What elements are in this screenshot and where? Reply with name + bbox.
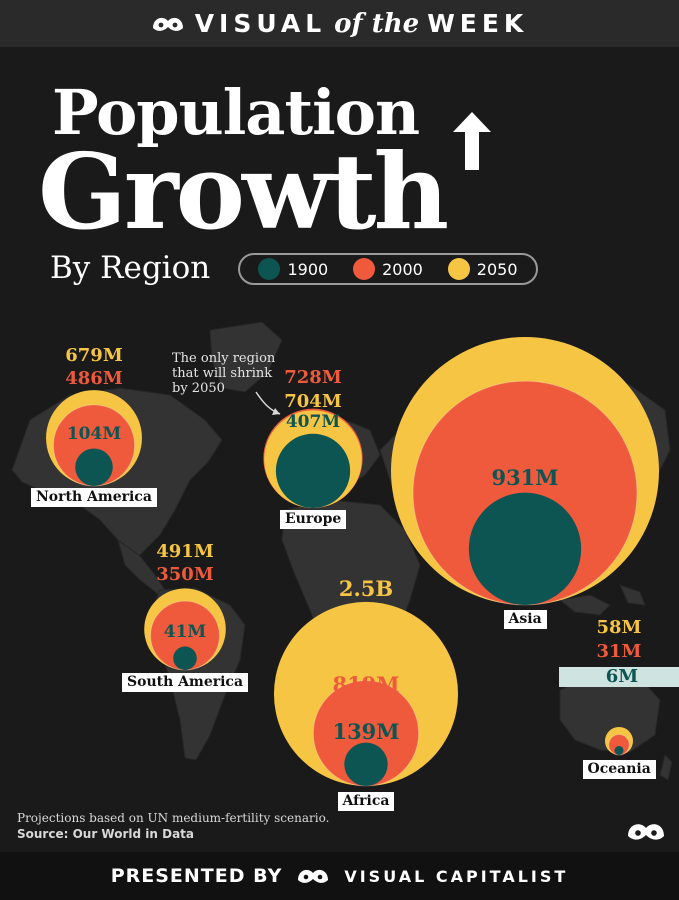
annotation-text: The only region that will shrink by 2050	[172, 351, 280, 397]
region-label-north-america: North America	[31, 488, 157, 508]
bubble-africa-1900	[344, 742, 388, 786]
region-label-europe: Europe	[280, 510, 347, 530]
region-label-south-america: South America	[122, 673, 249, 693]
header-part3: WEEK	[427, 9, 529, 38]
bubble-south-america-1900	[173, 646, 197, 671]
legend-label-2000: 2000	[382, 259, 423, 279]
footer-note: Projections based on UN medium-fertility…	[17, 811, 330, 825]
value-label-africa-1900: 139M	[332, 718, 400, 744]
footer-bar: PRESENTED BY VISUAL CAPITALIST	[0, 852, 679, 900]
title-line3: By Region	[50, 250, 211, 286]
legend-item-2050: 2050	[447, 258, 518, 280]
value-label-south-america-2050: 491M	[156, 541, 214, 563]
title-line2: Growth	[38, 130, 449, 253]
value-label-oceania-2050: 58M	[596, 616, 642, 638]
value-label-asia-1900: 931M	[491, 464, 559, 490]
value-label-asia-2050: 5.3B	[492, 341, 558, 370]
vc-corner-logo-icon	[628, 824, 664, 840]
header-bar: VISUAL of the WEEK	[0, 0, 679, 47]
presented-by-label: PRESENTED BY	[110, 865, 283, 887]
bubble-europe-1900	[275, 433, 351, 509]
region-label-oceania: Oceania	[582, 760, 656, 780]
annotation-arrow-icon	[255, 391, 281, 415]
visual-capitalist-logo-icon	[298, 869, 329, 883]
value-label-europe-1900: 407M	[285, 411, 341, 432]
value-label-south-america-2000: 350M	[156, 564, 214, 586]
value-label-africa-2050: 2.5B	[338, 575, 394, 601]
value-label-oceania-1900: 6M	[559, 666, 679, 687]
value-label-oceania-2000: 31M	[596, 640, 642, 662]
legend-item-2000: 2000	[353, 258, 423, 280]
legend: 1900 2000 2050	[238, 253, 538, 285]
up-arrow-icon	[453, 112, 491, 170]
title-line1: Population	[52, 76, 420, 149]
header-part2: of the	[334, 8, 420, 39]
region-label-asia: Asia	[503, 610, 547, 630]
legend-dot-2000	[353, 258, 376, 280]
legend-label-2050: 2050	[476, 259, 518, 279]
value-label-europe-2000: 728M	[284, 366, 342, 388]
value-label-south-america-1900: 41M	[163, 622, 207, 643]
bubble-north-america-1900	[75, 448, 113, 486]
value-label-asia-2000: 3.7B	[497, 381, 553, 406]
legend-item-1900: 1900	[258, 258, 328, 280]
bubble-chart	[46, 337, 659, 787]
region-label-africa: Africa	[337, 792, 395, 812]
brand-name[interactable]: VISUAL CAPITALIST	[344, 866, 569, 886]
value-label-europe-2050: 704M	[284, 390, 342, 412]
footer-source: Source: Our World in Data	[17, 827, 194, 841]
value-label-north-america-2000: 486M	[65, 368, 123, 390]
annotation-line: The only region that will shrink by 2050	[172, 351, 276, 396]
bubble-oceania-1900	[614, 745, 624, 755]
bubble-asia-1900	[468, 492, 582, 605]
legend-label-1900: 1900	[287, 259, 329, 279]
header-part1: VISUAL	[194, 9, 327, 38]
vc-logo-icon	[152, 17, 183, 31]
value-label-north-america-2050: 679M	[65, 345, 123, 367]
legend-dot-2050	[447, 258, 470, 280]
legend-dot-1900	[258, 258, 281, 280]
value-label-north-america-1900: 104M	[66, 424, 122, 445]
value-label-africa-2000: 819M	[332, 671, 400, 697]
